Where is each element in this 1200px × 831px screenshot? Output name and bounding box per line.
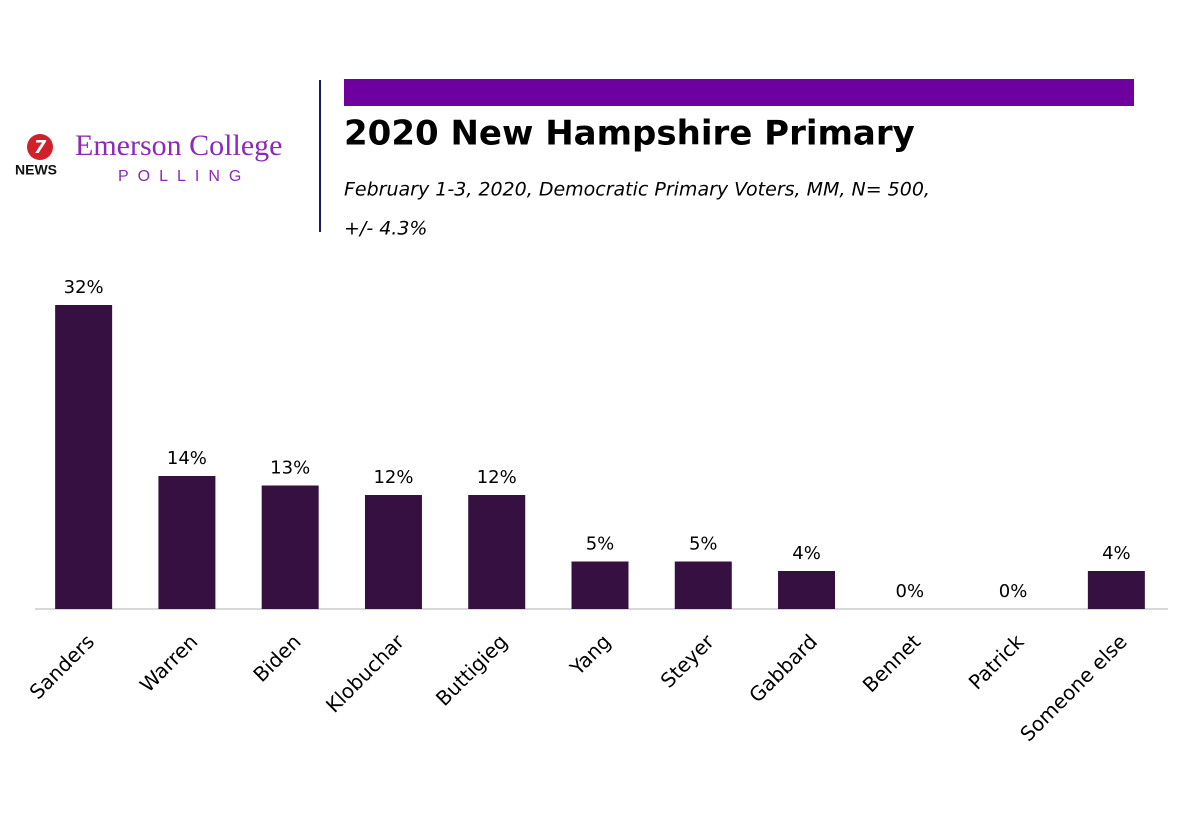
value-label: 5%: [586, 534, 615, 555]
subtitle: February 1-3, 2020, Democratic Primary V…: [344, 179, 930, 201]
x-tick-label: Someone else: [1015, 629, 1132, 746]
chart-title: 2020 New Hampshire Primary: [344, 114, 915, 154]
x-tick-label: Yang: [564, 629, 615, 680]
logo-news: NEWS: [15, 162, 57, 178]
value-label: 0%: [999, 581, 1028, 602]
value-label: 0%: [896, 581, 925, 602]
bar: [778, 571, 836, 609]
x-tick-label: Bennet: [858, 629, 926, 697]
bar: [674, 561, 732, 609]
value-label: 4%: [792, 543, 821, 564]
value-label: 5%: [689, 534, 718, 555]
x-tick-label: Klobuchar: [321, 629, 410, 718]
bar: [158, 476, 216, 609]
logo-number: 7: [34, 137, 47, 158]
header-band: [344, 79, 1134, 106]
bar: [55, 305, 113, 609]
value-label: 4%: [1102, 543, 1131, 564]
logo-badge: [27, 134, 53, 160]
bar: [261, 485, 319, 609]
value-label: 12%: [477, 467, 517, 488]
bar: [364, 495, 422, 609]
subtitle: +/- 4.3%: [344, 218, 428, 240]
logo-sub: POLLING: [118, 168, 250, 185]
x-tick-label: Buttigieg: [431, 629, 512, 710]
value-label: 32%: [64, 277, 104, 298]
x-tick-label: Gabbard: [744, 629, 822, 707]
value-label: 13%: [270, 458, 310, 479]
x-tick-label: Steyer: [656, 629, 720, 693]
logo-name: Emerson College: [75, 129, 282, 162]
value-label: 14%: [167, 448, 207, 469]
x-tick-label: Patrick: [964, 629, 1029, 694]
bar: [468, 495, 526, 609]
x-tick-label: Biden: [248, 629, 305, 686]
bar: [1087, 571, 1145, 609]
x-tick-label: Warren: [135, 629, 202, 696]
x-tick-label: Sanders: [25, 629, 99, 703]
bar: [571, 561, 629, 609]
value-label: 12%: [373, 467, 413, 488]
